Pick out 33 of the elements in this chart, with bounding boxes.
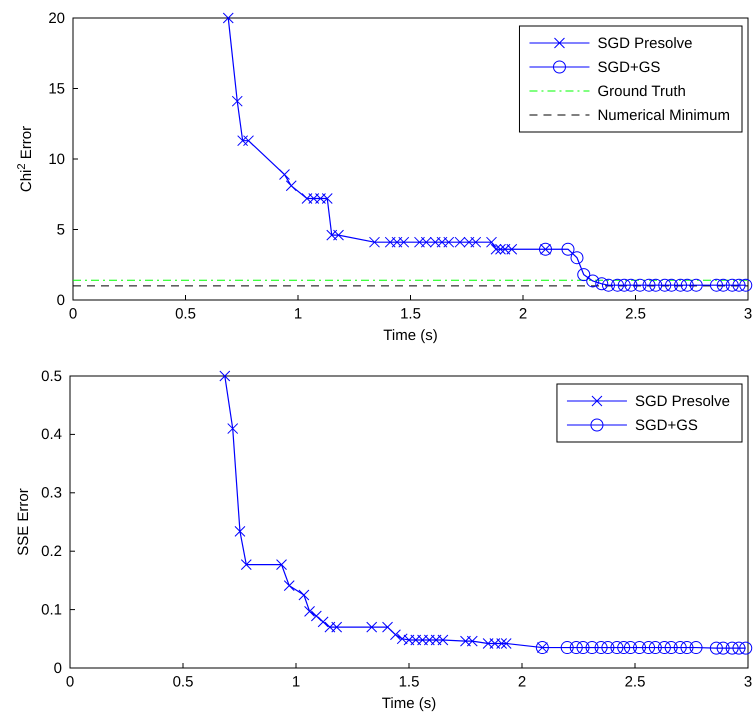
y-tick-label: 10 bbox=[48, 150, 65, 168]
x-tick-label: 2 bbox=[518, 674, 526, 691]
y-tick-label: 0.2 bbox=[41, 543, 62, 560]
legend-label: Numerical Minimum bbox=[597, 107, 730, 124]
x-tick-label: 2.5 bbox=[624, 674, 646, 691]
legend-label: SGD+GS bbox=[634, 417, 698, 434]
y-tick-label: 0.4 bbox=[41, 426, 62, 444]
x-axis-title: Time (s) bbox=[382, 695, 436, 712]
x-tick-label: 1 bbox=[292, 674, 300, 691]
y-tick-label: 0 bbox=[56, 292, 65, 309]
x-tick-label: 0 bbox=[68, 306, 78, 323]
x-tick-label: 1.5 bbox=[398, 674, 420, 691]
x-tick-label: 1.5 bbox=[400, 306, 421, 323]
legend-label: Ground Truth bbox=[597, 83, 686, 100]
y-tick-label: 0.5 bbox=[41, 368, 62, 385]
x-tick-label: 0.5 bbox=[172, 674, 194, 691]
x-tick-label: 2 bbox=[518, 306, 528, 323]
y-tick-label: 15 bbox=[48, 80, 65, 98]
x-tick-label: 2.5 bbox=[625, 306, 646, 323]
x-tick-label: 3 bbox=[744, 306, 752, 323]
x-tick-label: 1 bbox=[294, 306, 302, 323]
legend-label: SGD+GS bbox=[597, 59, 660, 76]
x-tick-label: 0.5 bbox=[175, 306, 196, 323]
y-tick-label: 0 bbox=[54, 660, 62, 677]
y-axis-title: SSE Error bbox=[15, 488, 32, 556]
y-tick-label: 5 bbox=[56, 221, 65, 238]
y-tick-label: 20 bbox=[48, 10, 65, 27]
legend-label: SGD Presolve bbox=[634, 393, 730, 410]
y-tick-label: 0.3 bbox=[41, 484, 62, 502]
legend-label: SGD Presolve bbox=[597, 35, 693, 52]
x-tick-label: 3 bbox=[744, 674, 752, 691]
y-tick-label: 0.1 bbox=[41, 601, 62, 618]
x-axis-title: Time (s) bbox=[383, 327, 438, 344]
